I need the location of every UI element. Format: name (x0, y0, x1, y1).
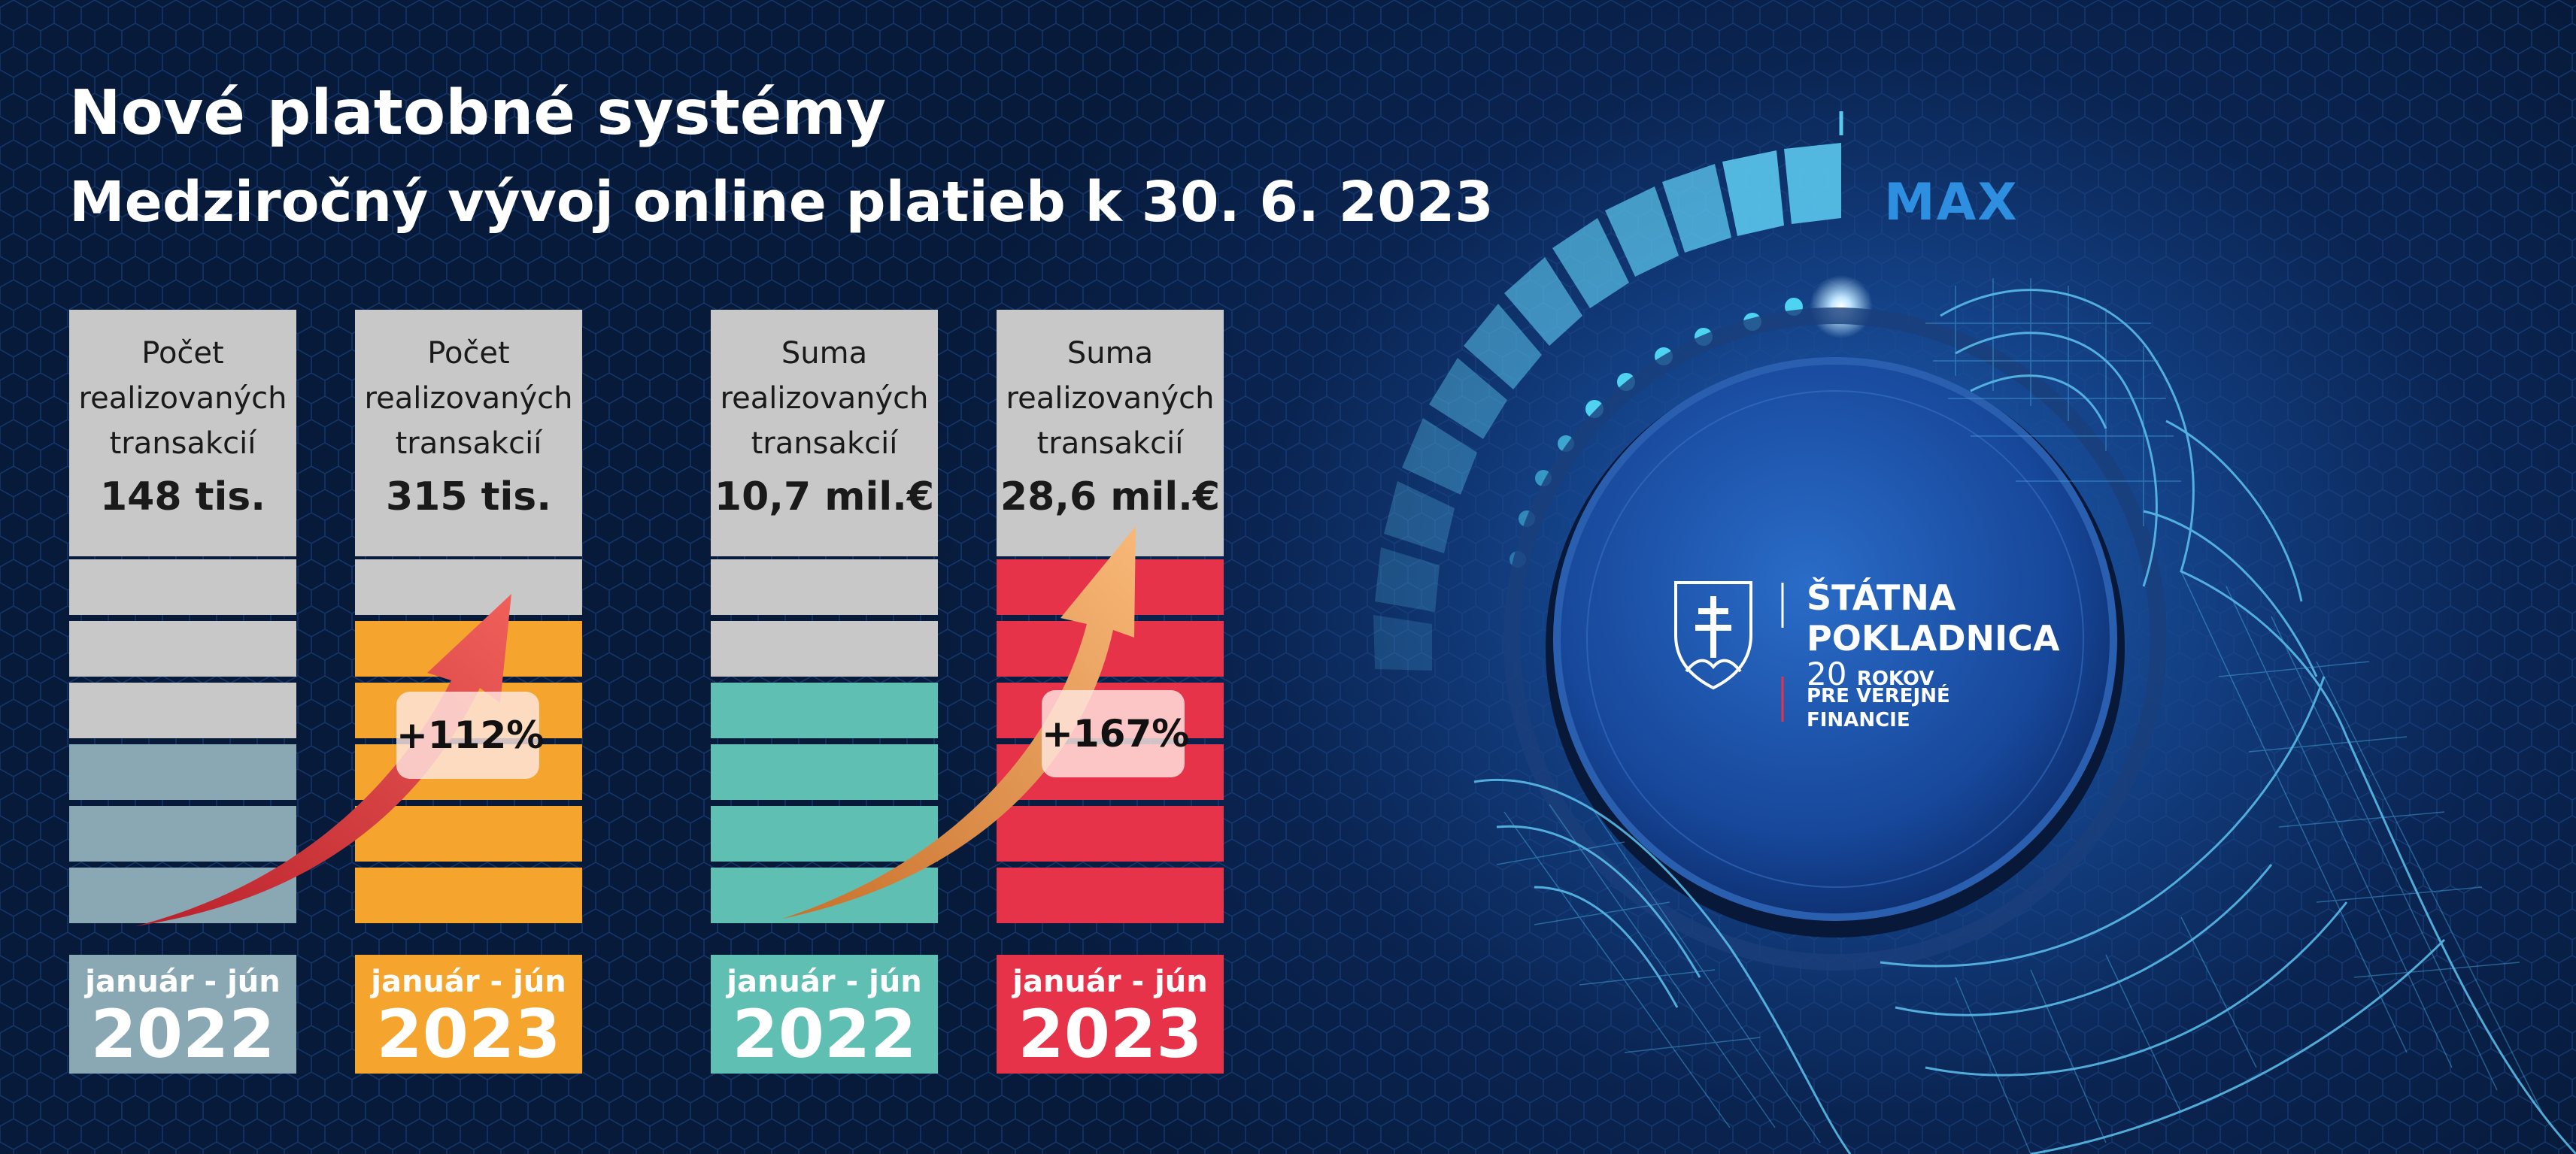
bar-segment (711, 621, 938, 677)
bar-segment (69, 559, 296, 615)
logo-tagline-line2: FINANCIE (1807, 708, 2002, 732)
bar-segment (711, 806, 938, 862)
bar-segment (355, 806, 582, 862)
column-value: 148 tis. (99, 474, 266, 519)
header-line: Suma (1067, 336, 1154, 371)
header-line: realizovaných (720, 381, 929, 416)
logo-line2: POKLADNICA (1807, 618, 2060, 659)
bar-segment (711, 559, 938, 615)
period-badge-sum-2023: január - jún 2023 (997, 955, 1224, 1074)
logo-years-number: 20 (1807, 656, 1847, 692)
logo-sub2: FINANCIE (1807, 709, 1910, 731)
bar-segment (355, 868, 582, 923)
column-value: 28,6 mil.€ (1000, 474, 1221, 519)
column-header: Počet realizovaných transakcií 148 tis. (69, 310, 296, 556)
period-badge-count-2023: január - jún 2023 (355, 955, 582, 1074)
header-line: Počet (141, 336, 224, 371)
column-value: 10,7 mil.€ (714, 474, 935, 519)
page-subtitle: Medziročný vývoj online platieb k 30. 6.… (69, 170, 1494, 235)
year-label: 2022 (732, 995, 917, 1073)
logo-years: 20 ROKOV (1807, 656, 1934, 692)
bar-segment (711, 744, 938, 800)
header-line: realizovaných (364, 381, 573, 416)
header-line: transakcií (395, 426, 542, 461)
logo-years-word: ROKOV (1856, 668, 1934, 690)
period-badge-sum-2022: január - jún 2022 (711, 955, 938, 1074)
bar-segment (711, 683, 938, 738)
header-line: Počet (427, 336, 510, 371)
bar-segment (997, 868, 1224, 923)
period-label: január - jún (1012, 965, 1208, 999)
column-header: Suma realizovaných transakcií 28,6 mil.€ (997, 310, 1224, 556)
bar-segment (69, 868, 296, 923)
period-label: január - jún (371, 965, 566, 999)
period-badge-count-2022: január - jún 2022 (69, 955, 296, 1074)
bar-segment (69, 744, 296, 800)
year-label: 2022 (90, 995, 275, 1073)
bar-segment (69, 621, 296, 677)
bar-segment (711, 868, 938, 923)
bar-segment (69, 683, 296, 738)
header-line: realizovaných (78, 381, 287, 416)
header-line: realizovaných (1006, 381, 1215, 416)
column-value: 315 tis. (385, 474, 552, 519)
period-label: január - jún (85, 965, 281, 999)
period-label: január - jún (727, 965, 922, 999)
column-header: Suma realizovaných transakcií 10,7 mil.€ (711, 310, 938, 556)
year-label: 2023 (1018, 995, 1203, 1073)
bar-segment (997, 806, 1224, 862)
title-block: Nové platobné systémy Medziročný vývoj o… (69, 77, 1494, 235)
dial-max-label: MAX (1884, 173, 2019, 232)
logo-line1: ŠTÁTNA (1807, 577, 1956, 618)
header-line: transakcií (1036, 426, 1184, 461)
year-label: 2023 (376, 995, 561, 1073)
header-line: transakcií (109, 426, 256, 461)
bar-segment (69, 806, 296, 862)
bar-segment (355, 559, 582, 615)
growth-badge-count: +112% (396, 692, 544, 779)
column-header: Počet realizovaných transakcií 315 tis. (355, 310, 582, 556)
logo-wordmark: ŠTÁTNA POKLADNICA (1807, 577, 2060, 659)
bar-segment (997, 621, 1224, 677)
page-title: Nové platobné systémy (69, 77, 887, 149)
logo-sub1: PRE VEREJNÉ (1807, 685, 1950, 707)
bar-segment (997, 559, 1224, 615)
growth-badge-sum: +167% (1042, 690, 1189, 777)
logo-tagline-line1: PRE VEREJNÉ (1807, 684, 2002, 708)
bar-segment (355, 621, 582, 677)
header-line: Suma (781, 336, 868, 371)
header-line: transakcií (751, 426, 898, 461)
